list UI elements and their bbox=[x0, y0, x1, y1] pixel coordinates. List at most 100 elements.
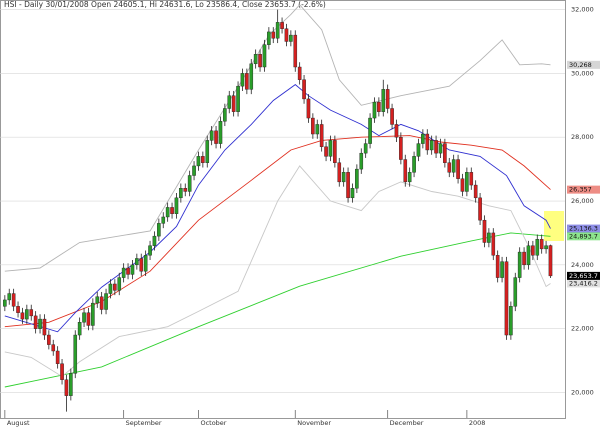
candle-body bbox=[293, 34, 298, 68]
candle-body bbox=[394, 124, 399, 138]
candle-body bbox=[69, 373, 73, 396]
candle-body bbox=[465, 172, 469, 192]
candle-body bbox=[517, 251, 522, 278]
candle-body bbox=[11, 293, 16, 307]
candle-body bbox=[535, 239, 540, 256]
candle-body bbox=[403, 159, 408, 183]
candle-body bbox=[275, 22, 280, 39]
candle-body bbox=[113, 283, 117, 291]
candle-body bbox=[187, 175, 192, 192]
candle-body bbox=[262, 44, 267, 68]
y-tick-label: 24,000 bbox=[571, 261, 594, 269]
y-tick-label: 26,000 bbox=[571, 197, 594, 205]
candle-body bbox=[29, 309, 34, 317]
candle-body bbox=[456, 159, 460, 179]
candle-body bbox=[209, 130, 214, 141]
value-tag-label: 24,893.7 bbox=[569, 232, 598, 240]
value-tag bbox=[567, 185, 600, 194]
candle-body bbox=[297, 66, 302, 80]
x-tick-label: August bbox=[7, 419, 30, 427]
value-tag bbox=[567, 60, 600, 69]
candle-body bbox=[214, 130, 218, 144]
candle-body bbox=[258, 54, 262, 68]
candle-body bbox=[544, 245, 548, 250]
candle-body bbox=[284, 28, 289, 42]
candle-body bbox=[478, 197, 482, 221]
plot-frame bbox=[0, 0, 566, 419]
candle-body bbox=[306, 98, 311, 119]
candle-body bbox=[315, 124, 320, 135]
y-tick-label: 30,000 bbox=[571, 69, 594, 77]
y-tick-label: 22,000 bbox=[571, 325, 594, 333]
candle-body bbox=[500, 261, 504, 278]
candle-body bbox=[363, 143, 368, 154]
candle-body bbox=[20, 312, 25, 320]
candle-body bbox=[161, 216, 166, 224]
candle-body bbox=[152, 235, 157, 246]
candle-body bbox=[390, 108, 394, 125]
indicator-line bbox=[4, 232, 551, 388]
highlight-box bbox=[544, 211, 564, 241]
candle-body bbox=[82, 312, 86, 323]
candle-body bbox=[302, 79, 306, 100]
candle-body bbox=[179, 188, 183, 199]
candle-body bbox=[280, 22, 284, 29]
value-tag-label: 23,416.2 bbox=[569, 279, 598, 287]
candle-body bbox=[60, 363, 64, 380]
candle-body bbox=[135, 258, 139, 266]
candle-body bbox=[399, 137, 403, 160]
candle-body bbox=[385, 89, 390, 109]
candle-body bbox=[245, 73, 249, 90]
value-tag-label: 25,136.3 bbox=[569, 225, 598, 233]
value-tag bbox=[567, 232, 600, 241]
candle-body bbox=[372, 101, 377, 119]
candle-body bbox=[223, 108, 227, 122]
value-tag bbox=[567, 279, 600, 288]
candle-body bbox=[381, 89, 386, 112]
candle-body bbox=[196, 156, 201, 167]
candle-body bbox=[139, 258, 144, 272]
y-tick-label: 28,000 bbox=[571, 133, 594, 141]
candle-body bbox=[117, 277, 122, 291]
candle-body bbox=[491, 232, 496, 256]
candle-body bbox=[407, 172, 412, 183]
candle-body bbox=[201, 156, 205, 163]
candle-body bbox=[531, 245, 535, 256]
candle-body bbox=[522, 251, 526, 266]
candle-body bbox=[443, 143, 447, 163]
candle-body bbox=[267, 31, 271, 45]
candle-body bbox=[7, 293, 12, 301]
candle-body bbox=[487, 232, 491, 243]
value-tag-label: 30,268 bbox=[569, 61, 592, 69]
candle-body bbox=[170, 207, 174, 214]
candle-body bbox=[205, 140, 210, 163]
candle-body bbox=[504, 261, 509, 336]
candle-body bbox=[311, 117, 315, 135]
candle-body bbox=[438, 143, 443, 154]
candle-body bbox=[421, 133, 425, 144]
value-tag-label: 26,357 bbox=[569, 186, 592, 194]
candle-body bbox=[33, 315, 38, 329]
x-tick-label: October bbox=[200, 419, 226, 427]
candle-body bbox=[77, 322, 82, 336]
candle-body bbox=[539, 239, 544, 250]
candle-body bbox=[328, 140, 333, 157]
x-tick-label: 2008 bbox=[469, 419, 486, 427]
candle-body bbox=[148, 245, 152, 256]
candle-body bbox=[495, 255, 500, 278]
candle-body bbox=[95, 296, 100, 304]
candle-body bbox=[341, 172, 346, 183]
candle-body bbox=[416, 143, 421, 157]
x-tick-label: December bbox=[390, 419, 424, 427]
candle-body bbox=[337, 162, 342, 183]
candle-body bbox=[51, 344, 56, 352]
candle-body bbox=[16, 306, 20, 313]
candle-body bbox=[38, 318, 42, 329]
indicator-line bbox=[4, 4, 551, 272]
candle-body bbox=[165, 207, 170, 218]
candle-body bbox=[473, 184, 478, 199]
candle-body bbox=[86, 312, 91, 326]
candle-body bbox=[377, 101, 381, 112]
y-tick-label: 32,000 bbox=[571, 6, 594, 14]
candle-body bbox=[42, 318, 47, 336]
